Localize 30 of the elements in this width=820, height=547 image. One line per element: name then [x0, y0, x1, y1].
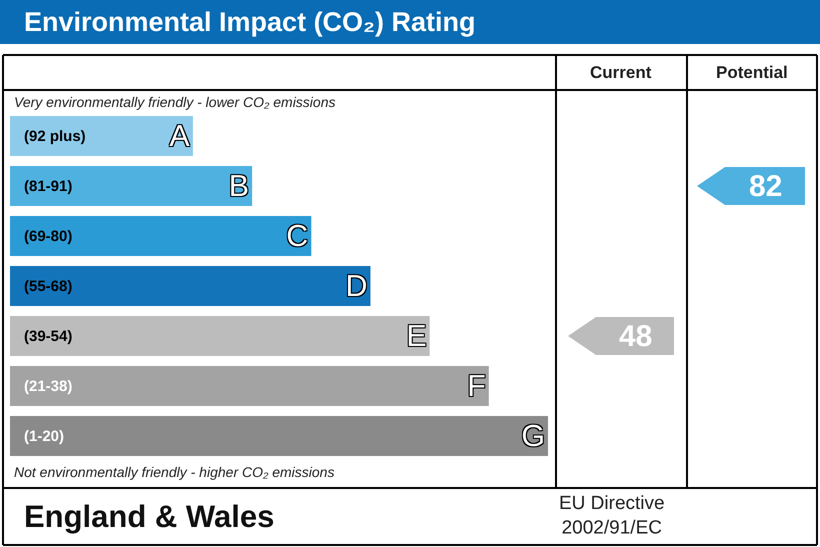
bar [10, 366, 489, 406]
text: 48 [619, 320, 652, 353]
chart-title: Environmental Impact (CO₂) Rating [24, 7, 476, 37]
y-tick-label: B [228, 168, 250, 203]
annotation: (55-68) [24, 278, 72, 295]
annotation: (21-38) [24, 378, 72, 395]
y-tick-label: E [406, 318, 427, 353]
text: Not environmentally friendly - higher CO₂ emissions [14, 464, 334, 480]
annotation: (81-91) [24, 178, 72, 195]
bar [10, 116, 193, 156]
text: England & Wales [24, 499, 274, 534]
text: Potential [716, 63, 788, 82]
y-tick-label: G [521, 418, 545, 453]
bar [10, 266, 370, 306]
text: 82 [749, 170, 782, 203]
bar [10, 316, 430, 356]
y-tick-label: A [169, 118, 190, 153]
annotation: (92 plus) [24, 128, 86, 145]
bar [10, 216, 312, 256]
bar [10, 166, 252, 206]
y-tick-label: F [467, 368, 486, 403]
text: Very environmentally friendly - lower CO₂ emissions [14, 94, 336, 110]
y-tick-label: D [345, 268, 368, 303]
bar [10, 416, 548, 456]
annotation: (39-54) [24, 328, 72, 345]
y-tick-label: C [286, 218, 308, 253]
text: Current [590, 63, 652, 82]
annotation: (1-20) [24, 428, 64, 445]
text: EU Directive 2002/91/EC [559, 493, 665, 539]
annotation: (69-80) [24, 228, 72, 245]
